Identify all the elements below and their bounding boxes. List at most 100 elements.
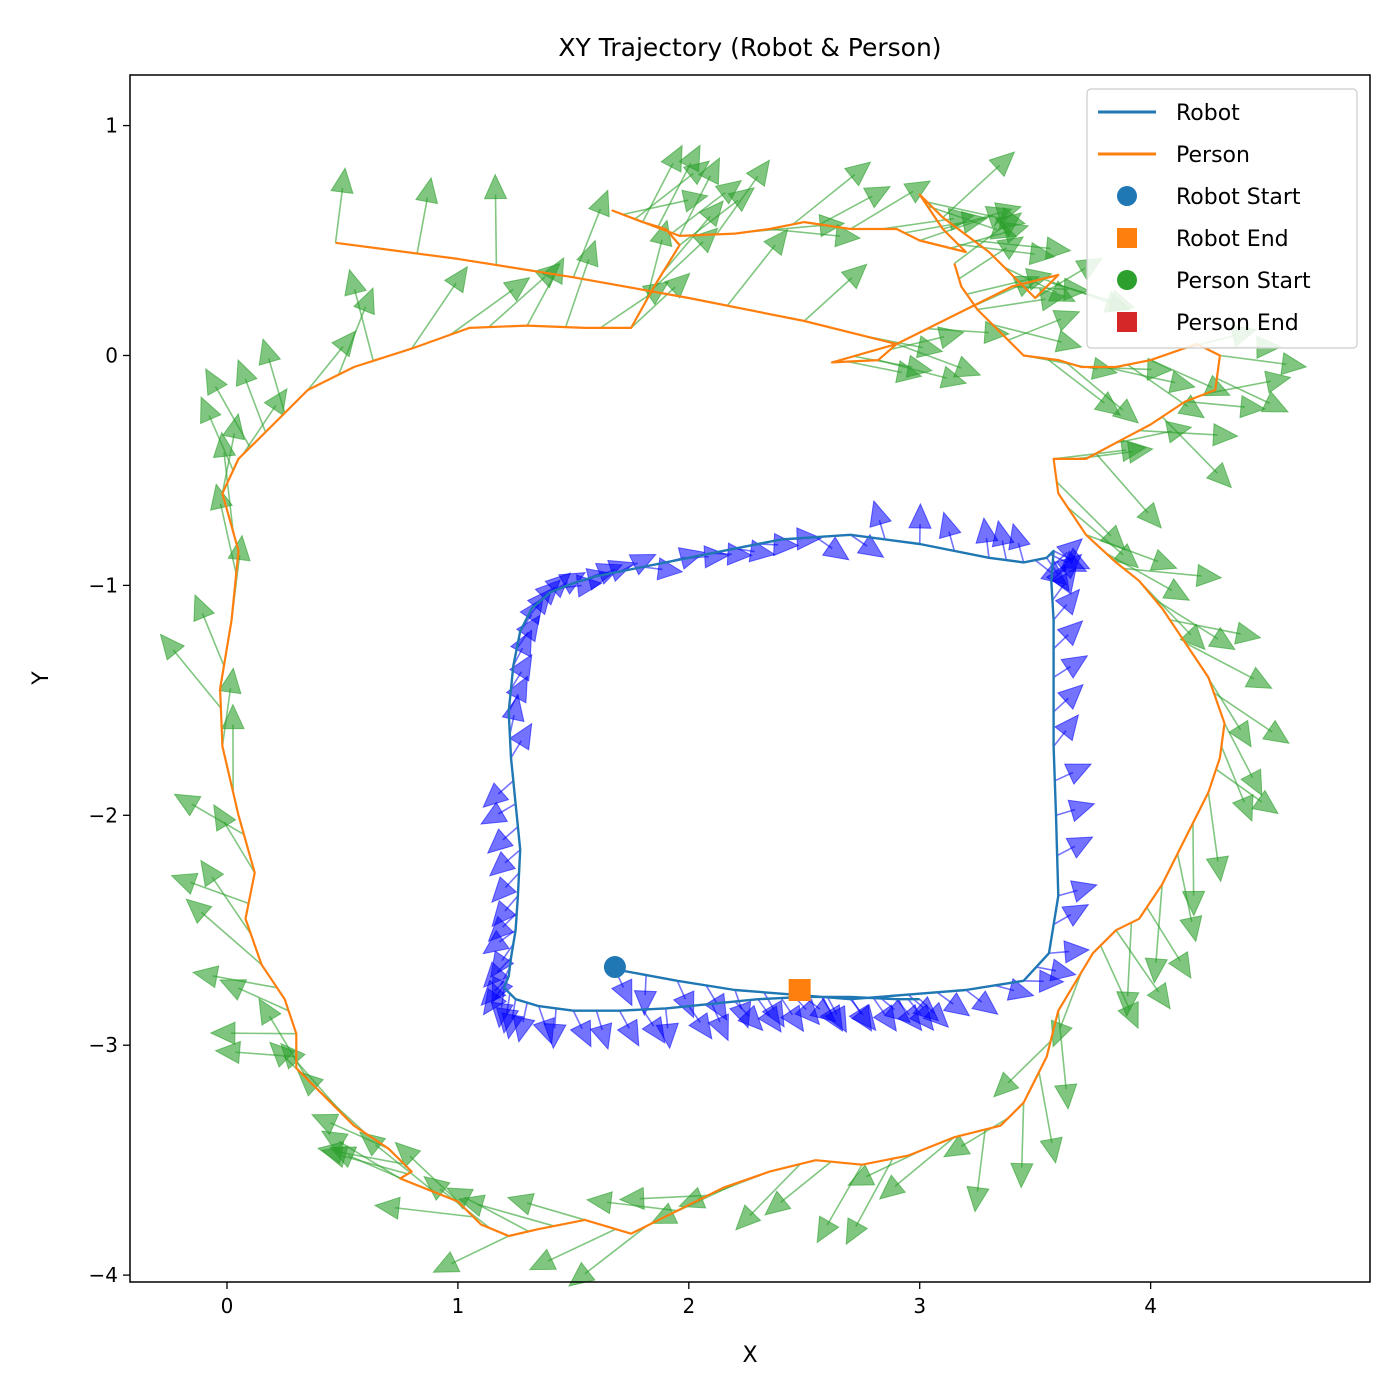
person-heading-arrow-head bbox=[1168, 370, 1196, 394]
robot-heading-arrow-head bbox=[737, 1004, 764, 1032]
person-heading-arrow-shaft bbox=[1126, 922, 1133, 997]
robot-heading-arrow-head bbox=[1057, 683, 1084, 711]
person-heading-arrow-shaft bbox=[200, 911, 263, 966]
person-heading-arrow-shaft bbox=[237, 987, 289, 1012]
person-heading-arrow-head bbox=[263, 387, 288, 416]
person-heading-arrow-head bbox=[1039, 1136, 1063, 1164]
person-heading-arrow-head bbox=[320, 1130, 349, 1154]
person-heading-arrow-head bbox=[218, 667, 242, 695]
person-heading-arrow-head bbox=[528, 1248, 557, 1271]
person-heading-arrow-head bbox=[533, 262, 561, 289]
person-heading-arrow-shaft bbox=[1146, 906, 1181, 962]
person-heading-arrow-head bbox=[227, 534, 251, 562]
person-heading-arrow-shaft bbox=[622, 199, 689, 216]
robot-heading-arrow-head bbox=[1065, 836, 1094, 859]
x-tick-label: 1 bbox=[452, 1294, 465, 1318]
person-heading-arrow-head bbox=[173, 793, 202, 817]
person-heading-arrow-head bbox=[1162, 577, 1191, 601]
person-heading-arrow-shaft bbox=[1075, 450, 1133, 460]
person-heading-arrow-shaft bbox=[477, 1203, 555, 1227]
person-heading-arrow-shaft bbox=[942, 164, 1001, 219]
robot-heading-arrow-head bbox=[616, 1018, 640, 1047]
person-heading-arrow-shaft bbox=[244, 378, 267, 433]
person-heading-arrow-head bbox=[903, 180, 932, 204]
robot-heading-arrow-head bbox=[486, 828, 514, 854]
legend-swatch-person-start bbox=[1117, 270, 1137, 290]
person-heading-arrow-shaft bbox=[1066, 506, 1124, 556]
person-heading-arrow-shaft bbox=[1059, 972, 1083, 1029]
person-heading-arrow-head bbox=[352, 286, 375, 316]
person-heading-arrow-head bbox=[845, 1217, 869, 1246]
y-tick-label: −4 bbox=[89, 1263, 118, 1287]
person-heading-arrow-shaft bbox=[1007, 1040, 1052, 1084]
person-heading-arrow-head bbox=[1136, 501, 1162, 529]
legend-label-robot: Robot bbox=[1176, 101, 1240, 126]
person-heading-arrow-head bbox=[209, 1021, 236, 1045]
person-heading-arrow-head bbox=[235, 358, 258, 388]
person-heading-arrow-head bbox=[966, 1185, 990, 1213]
person-heading-arrow-shaft bbox=[1095, 453, 1149, 514]
person-heading-arrow-head bbox=[1205, 855, 1230, 883]
person-heading-arrow-shaft bbox=[599, 292, 653, 329]
person-heading-arrow-shaft bbox=[219, 503, 238, 575]
person-heading-arrow-head bbox=[587, 189, 610, 218]
person-heading-arrow-head bbox=[483, 173, 508, 200]
person-heading-arrow-shaft bbox=[547, 1228, 617, 1262]
person-heading-arrow-shaft bbox=[1115, 929, 1160, 993]
x-axis-title: X bbox=[742, 1343, 757, 1368]
person-heading-arrow-head bbox=[843, 161, 872, 187]
person-heading-arrow-shaft bbox=[221, 433, 236, 494]
robot-heading-arrow-head bbox=[543, 1023, 567, 1050]
person-heading-arrow-head bbox=[1090, 356, 1119, 380]
person-heading-arrow-shaft bbox=[449, 288, 514, 336]
person-heading-arrow-shaft bbox=[1169, 619, 1241, 635]
plot-frame bbox=[129, 74, 1371, 1283]
person-heading-arrow-shaft bbox=[1207, 792, 1219, 862]
person-heading-arrow-head bbox=[996, 236, 1025, 261]
person-heading-arrow-shaft bbox=[1115, 430, 1172, 444]
person-heading-arrow-shaft bbox=[411, 282, 457, 350]
person-heading-arrow-shaft bbox=[223, 821, 256, 874]
legend-label-person-end: Person End bbox=[1176, 311, 1299, 336]
person-heading-arrow-head bbox=[331, 330, 357, 358]
person-heading-arrow-shaft bbox=[394, 1206, 474, 1218]
person-heading-arrow-shaft bbox=[679, 199, 739, 246]
robot-heading-arrow-head bbox=[922, 1001, 950, 1029]
robot-heading-arrow-head bbox=[1053, 713, 1080, 742]
person-heading-arrow-head bbox=[1044, 236, 1072, 260]
person-heading-arrow-head bbox=[618, 1186, 645, 1211]
person-heading-arrow-head bbox=[373, 1196, 401, 1220]
person-heading-arrow-head bbox=[681, 189, 709, 213]
person-heading-arrow-shaft bbox=[1155, 884, 1163, 963]
robot-heading-arrow-head bbox=[821, 536, 850, 561]
y-tick-label: −3 bbox=[89, 1033, 118, 1057]
person-heading-arrow-shaft bbox=[451, 1235, 510, 1265]
person-heading-arrow-head bbox=[358, 1131, 387, 1157]
person-heading-arrow-head bbox=[1239, 394, 1267, 419]
person-heading-arrow-head bbox=[1028, 241, 1056, 266]
person-heading-arrow-head bbox=[1228, 719, 1252, 748]
person-heading-arrow-head bbox=[1261, 719, 1290, 744]
person-heading-arrow-shaft bbox=[769, 228, 841, 237]
person-heading-arrow-head bbox=[1053, 1083, 1078, 1111]
chart-title: XY Trajectory (Robot & Person) bbox=[558, 33, 941, 62]
person-heading-arrow-shaft bbox=[657, 162, 692, 228]
person-heading-arrow-head bbox=[200, 859, 225, 888]
robot-heading-arrow-head bbox=[1060, 655, 1089, 679]
person-heading-arrow-shaft bbox=[1220, 746, 1246, 803]
person-heading-arrow-shaft bbox=[780, 1161, 832, 1203]
robot-heading-arrow-head bbox=[869, 499, 892, 528]
person-heading-arrow-head bbox=[221, 412, 245, 441]
person-heading-arrow-head bbox=[311, 1113, 340, 1136]
legend-swatch-robot-start bbox=[1117, 186, 1137, 206]
person-heading-arrow-shaft bbox=[649, 241, 704, 292]
robot-heading-arrow-head bbox=[1006, 977, 1035, 1001]
robot-heading-arrow-head bbox=[488, 850, 517, 877]
person-heading-arrow-head bbox=[1146, 981, 1171, 1010]
trajectory-markers bbox=[603, 956, 811, 1002]
person-heading-arrow-head bbox=[1181, 890, 1206, 917]
person-heading-arrow-head bbox=[727, 187, 756, 213]
person-heading-arrow-head bbox=[994, 212, 1023, 238]
person-heading-arrow-head bbox=[847, 1164, 876, 1186]
